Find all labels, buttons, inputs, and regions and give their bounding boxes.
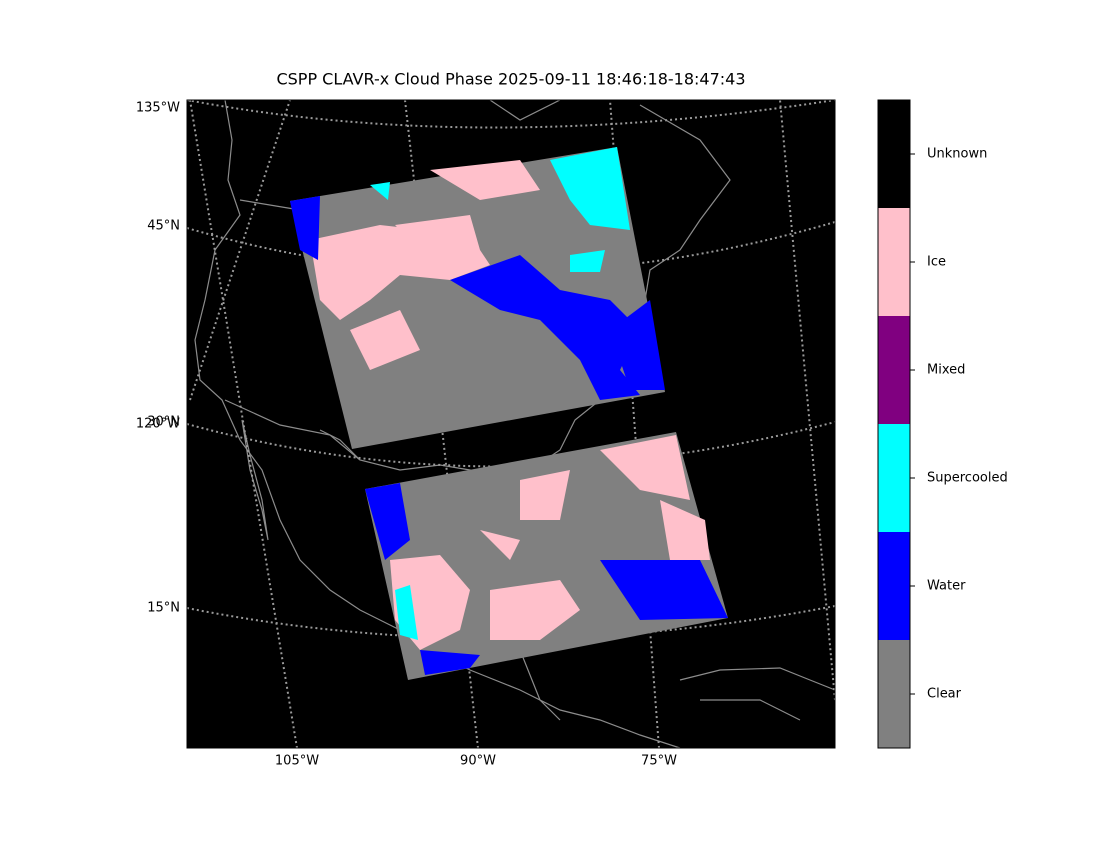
map-edge-label: 135°W xyxy=(136,101,180,116)
water-cloud xyxy=(365,483,728,675)
colorbar: Clear Water Supercooled Mixed Ice Unknown xyxy=(877,99,1008,749)
colorbar-segment xyxy=(878,424,910,532)
supercooled-cloud xyxy=(395,585,418,640)
map-edge-label: 30°N xyxy=(147,415,180,430)
coastline xyxy=(194,100,681,748)
colorbar-segment xyxy=(878,208,910,316)
graticule xyxy=(779,100,835,701)
map-labels: 135°W 45°N 120°W30°N 15°N 105°W 90°W 75°W xyxy=(136,101,677,769)
colorbar-label: Water xyxy=(927,579,966,594)
colorbar-label: Supercooled xyxy=(927,471,1008,486)
map-edge-label: 90°W xyxy=(460,754,496,769)
colorbar-label: Clear xyxy=(927,687,962,702)
coastline xyxy=(519,649,835,721)
map-edge-label: 15°N xyxy=(147,601,180,616)
colorbar-segment xyxy=(878,100,910,208)
map-edge-label: 75°W xyxy=(641,754,677,769)
graticule xyxy=(187,100,835,129)
map-edge-label: 105°W xyxy=(275,754,319,769)
water-cloud xyxy=(290,196,665,400)
colorbar-segment xyxy=(878,640,910,748)
graticule xyxy=(187,421,835,468)
map xyxy=(186,99,836,749)
ice-cloud xyxy=(390,435,710,650)
colorbar-frame xyxy=(877,99,911,749)
map-frame xyxy=(186,99,836,749)
colorbar-label: Mixed xyxy=(927,363,965,378)
colorbar-label: Ice xyxy=(927,255,946,270)
colorbar-label: Unknown xyxy=(927,147,987,162)
map-edge-label: 120°W xyxy=(136,417,180,432)
supercooled-cloud xyxy=(370,147,630,272)
coastline xyxy=(241,419,269,541)
colorbar-segment xyxy=(878,532,910,640)
ice-cloud xyxy=(310,160,540,370)
coastline xyxy=(319,100,731,481)
colorbar-segment xyxy=(878,316,910,424)
swath xyxy=(290,147,665,449)
graticule xyxy=(187,221,835,274)
map-edge-label: 45°N xyxy=(147,219,180,234)
title: CSPP CLAVR-x Cloud Phase 2025-09-11 18:4… xyxy=(276,70,745,89)
